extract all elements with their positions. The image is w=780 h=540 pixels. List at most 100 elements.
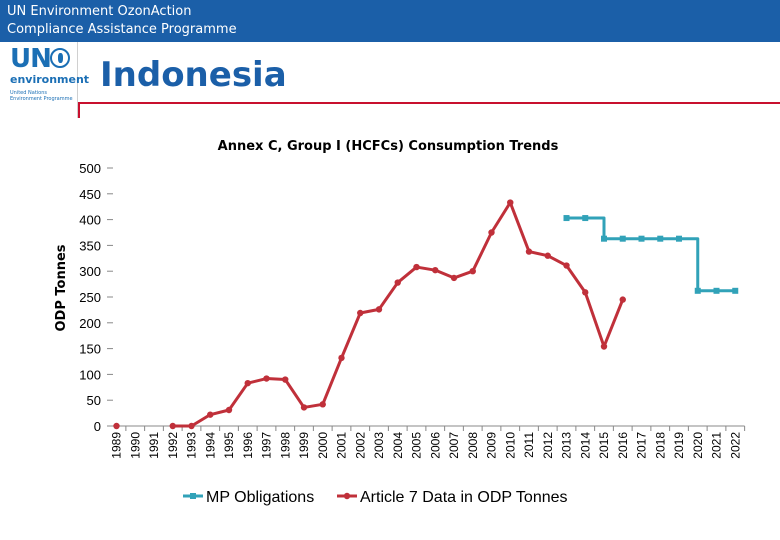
- x-tick-label: 1994: [203, 432, 217, 459]
- x-tick-label: 2008: [466, 432, 480, 459]
- un-environment-logo: UN environment United Nations Environmen…: [0, 42, 89, 118]
- y-tick-label: 350: [79, 238, 101, 253]
- x-tick-label: 2012: [541, 432, 555, 459]
- x-axis-ticks: 1989 1990 1991 1992 1993 1994 1995 1996 1997 1998…: [110, 426, 746, 459]
- data-point: [507, 199, 514, 206]
- data-point: [732, 287, 739, 294]
- logo-environment-text: environment: [10, 73, 90, 86]
- x-tick-label: 1997: [260, 432, 274, 459]
- x-tick-label: 2006: [428, 432, 442, 459]
- x-tick-label: 2017: [635, 432, 649, 459]
- x-tick-label: 2003: [372, 432, 386, 459]
- data-point: [282, 376, 289, 383]
- x-tick-label: 2005: [410, 432, 424, 459]
- y-tick-label: 0: [94, 419, 101, 434]
- data-point: [413, 263, 420, 271]
- data-point: [638, 235, 645, 242]
- x-tick-label: 2018: [653, 432, 667, 459]
- y-tick-label: 300: [79, 264, 101, 279]
- x-tick-label: 1989: [110, 432, 124, 459]
- x-tick-label: 2014: [578, 432, 592, 459]
- data-point: [563, 262, 570, 269]
- data-point: [563, 215, 570, 222]
- x-tick-label: 1992: [166, 432, 180, 459]
- x-tick-label: 1990: [128, 432, 142, 459]
- legend-item: MP Obligations: [183, 489, 314, 506]
- title-underline: [78, 102, 780, 104]
- header-bar: UN Environment OzonAction Compliance Ass…: [0, 0, 780, 42]
- data-point: [601, 235, 607, 242]
- y-tick-label: 100: [79, 367, 101, 382]
- data-point: [694, 287, 701, 294]
- data-point: [619, 296, 626, 303]
- data-point: [300, 404, 308, 411]
- data-point: [450, 274, 458, 282]
- header-line-2: Compliance Assistance Programme: [7, 22, 237, 37]
- data-point: [619, 235, 626, 242]
- legend-marker: [343, 492, 351, 500]
- y-axis-label: ODP Tonnes: [54, 244, 69, 331]
- chart-title: Annex C, Group I (HCFCs) Consumption Tre…: [218, 139, 559, 154]
- data-point: [207, 411, 214, 418]
- data-point: [432, 266, 439, 274]
- x-tick-label: 1998: [278, 432, 292, 459]
- data-point: [225, 406, 233, 414]
- legend-label: Article 7 Data in ODP Tonnes: [360, 489, 568, 506]
- x-tick-label: 2002: [353, 432, 367, 459]
- data-point: [375, 306, 383, 313]
- series-layer: [113, 199, 739, 430]
- data-point: [582, 215, 589, 222]
- y-tick-label: 250: [79, 290, 101, 305]
- y-tick-label: 400: [79, 213, 101, 228]
- series-mp-obligations: [563, 215, 739, 294]
- x-tick-label: 2019: [672, 432, 686, 459]
- logo-subtitle: United Nations Environment Programme: [10, 90, 73, 102]
- x-tick-label: 1991: [147, 432, 161, 459]
- data-point: [544, 252, 551, 259]
- title-underline-tick: [78, 104, 80, 118]
- x-tick-label: 2009: [485, 432, 499, 459]
- data-point: [488, 229, 495, 236]
- y-tick-label: 450: [79, 187, 101, 202]
- y-tick-label: 150: [79, 342, 101, 357]
- data-point: [469, 268, 476, 275]
- data-point: [582, 289, 589, 296]
- data-point: [338, 354, 345, 362]
- x-tick-label: 2015: [597, 432, 611, 459]
- series-line: [172, 201, 625, 428]
- x-tick-label: 2007: [447, 432, 461, 459]
- x-tick-label: 2021: [710, 432, 724, 459]
- legend: MP Obligations Article 7 Data in ODP Tonn…: [183, 489, 568, 506]
- data-point: [319, 401, 326, 408]
- y-axis-ticks: 0 50 100 150 200 250 300 350 400 450 500: [79, 161, 113, 434]
- x-tick-label: 1995: [222, 432, 236, 459]
- x-tick-label: 2001: [335, 432, 349, 459]
- un-globe-icon: [50, 48, 70, 68]
- header-line-1: UN Environment OzonAction: [7, 4, 192, 19]
- y-tick-label: 200: [79, 316, 101, 331]
- legend-label: MP Obligations: [206, 489, 314, 506]
- data-point: [357, 309, 364, 317]
- data-point: [188, 422, 195, 430]
- x-tick-label: 2016: [616, 432, 630, 459]
- series-article-7-data: [113, 199, 626, 430]
- data-point: [600, 343, 608, 350]
- x-tick-label: 2010: [503, 432, 517, 459]
- x-tick-label: 2022: [728, 432, 742, 459]
- x-tick-label: 1996: [241, 432, 255, 459]
- data-point: [263, 375, 270, 382]
- x-tick-label: 2020: [691, 432, 705, 459]
- x-tick-label: 2000: [316, 432, 330, 459]
- data-point: [525, 248, 533, 255]
- logo-un-text: UN: [10, 44, 52, 74]
- x-tick-label: 2004: [391, 432, 405, 459]
- data-point: [113, 422, 120, 430]
- y-tick-label: 50: [87, 393, 101, 408]
- legend-item: Article 7 Data in ODP Tonnes: [337, 489, 568, 506]
- data-point: [676, 235, 682, 242]
- y-tick-label: 500: [79, 161, 101, 176]
- data-point: [244, 379, 251, 387]
- data-point: [657, 235, 664, 242]
- series-line: [566, 216, 736, 293]
